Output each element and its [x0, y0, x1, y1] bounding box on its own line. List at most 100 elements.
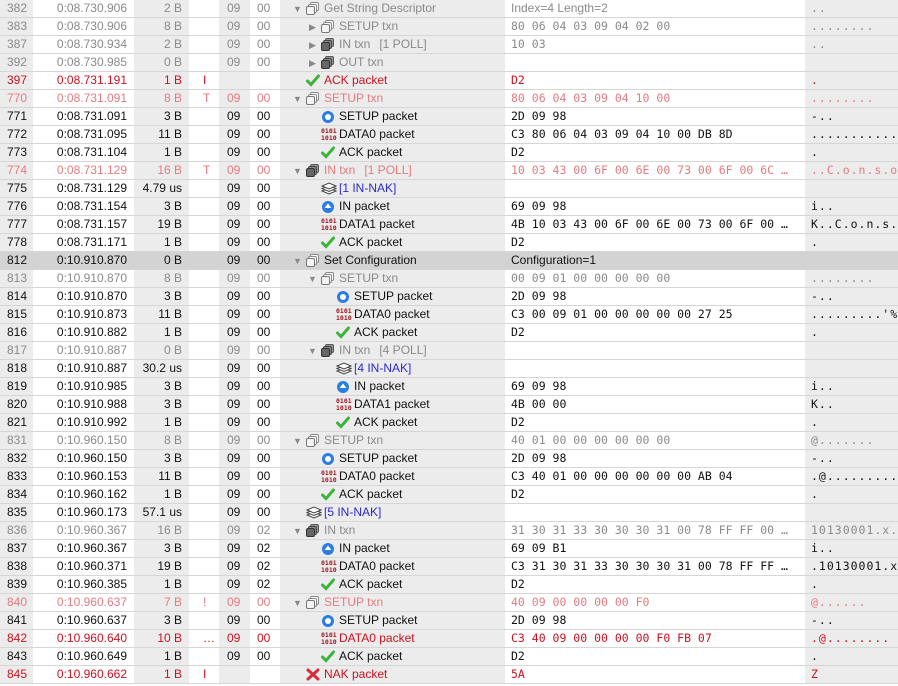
- table-row[interactable]: 813 0:10.910.870 8 B 09 00 ▼ SETUP txn 00…: [0, 270, 898, 288]
- endpoint-cell: 00: [257, 379, 271, 393]
- table-row[interactable]: 820 0:10.910.988 3 B 09 00 0101 1010 DATA1…: [0, 396, 898, 414]
- record-cell: 0101 1010 DATA0 packet: [280, 630, 505, 647]
- data-cell: [505, 360, 805, 377]
- data-cell: 2D 09 98: [511, 109, 567, 123]
- timestamp-cell: 0:10.910.985: [56, 379, 127, 393]
- table-row[interactable]: 818 0:10.910.887 30.2 us 09 00 [4 IN-NAK…: [0, 360, 898, 378]
- table-row[interactable]: 814 0:10.910.870 3 B 09 00 SETUP packet …: [0, 288, 898, 306]
- timestamp-cell: 0:10.910.870: [56, 289, 127, 303]
- flag-cell: [189, 216, 219, 233]
- table-row[interactable]: 772 0:08.731.095 11 B 09 00 0101 1010 DATA…: [0, 126, 898, 144]
- ascii-cell: [805, 342, 898, 359]
- expand-triangle-icon[interactable]: ▶: [309, 40, 316, 50]
- table-row[interactable]: 776 0:08.731.154 3 B 09 00 IN packet 69 …: [0, 198, 898, 216]
- ascii-cell: ..: [805, 0, 898, 17]
- device-cell: 09: [219, 126, 250, 143]
- table-row[interactable]: 383 0:08.730.906 8 B 09 00 ▶ SETUP txn 80…: [0, 18, 898, 36]
- record-cell: SETUP packet: [280, 612, 505, 629]
- device-cell: 09: [219, 630, 250, 647]
- table-row[interactable]: 837 0:10.960.367 3 B 09 02 IN packet 69 …: [0, 540, 898, 558]
- expand-triangle-icon[interactable]: ▶: [309, 22, 316, 32]
- collapse-triangle-icon[interactable]: ▼: [293, 4, 302, 14]
- data-cell: [505, 504, 805, 521]
- record-cell: IN packet: [280, 198, 505, 215]
- table-row[interactable]: 838 0:10.960.371 19 B 09 02 0101 1010 DATA…: [0, 558, 898, 576]
- record-label: Get String Descriptor: [324, 1, 437, 15]
- flag-cell: [189, 378, 219, 395]
- record-label: NAK packet: [324, 667, 388, 681]
- table-row[interactable]: 815 0:10.910.873 11 B 09 00 0101 1010 DATA…: [0, 306, 898, 324]
- ascii-cell: .: [805, 576, 898, 593]
- collapse-triangle-icon[interactable]: ▼: [293, 436, 302, 446]
- ascii-cell: ........: [805, 90, 898, 107]
- table-row[interactable]: 816 0:10.910.882 1 B 09 00 ACK packet D2…: [0, 324, 898, 342]
- endpoint-cell: 00: [257, 19, 271, 33]
- expand-triangle-icon[interactable]: ▶: [309, 58, 316, 68]
- table-row[interactable]: 831 0:10.960.150 8 B 09 00 ▼ SETUP txn 40…: [0, 432, 898, 450]
- timestamp-cell: 0:10.960.637: [56, 613, 127, 627]
- table-row[interactable]: 771 0:08.731.091 3 B 09 00 SETUP packet …: [0, 108, 898, 126]
- index-cell: 833: [0, 468, 33, 485]
- table-row[interactable]: 777 0:08.731.157 19 B 09 00 0101 1010 DATA…: [0, 216, 898, 234]
- table-row[interactable]: 382 0:08.730.906 2 B 09 00 ▼ Get String D…: [0, 0, 898, 18]
- table-row[interactable]: 397 0:08.731.191 1 B I ACK packet D2 .: [0, 72, 898, 90]
- collapse-triangle-icon[interactable]: ▼: [293, 166, 302, 176]
- table-row[interactable]: 812 0:10.910.870 0 B 09 00 ▼ Set Configur…: [0, 252, 898, 270]
- flag-cell: [189, 450, 219, 467]
- timestamp-cell: 0:08.731.129: [56, 181, 127, 195]
- collapse-triangle-icon[interactable]: ▼: [293, 94, 302, 104]
- flag-cell: [189, 558, 219, 575]
- record-label: IN packet: [354, 379, 405, 393]
- record-cell: [4 IN-NAK]: [280, 360, 505, 377]
- table-row[interactable]: 840 0:10.960.637 7 B ! 09 00 ▼ SETUP txn …: [0, 594, 898, 612]
- flag-cell: [189, 198, 219, 215]
- table-row[interactable]: 778 0:08.731.171 1 B 09 00 ACK packet D2…: [0, 234, 898, 252]
- collapse-triangle-icon[interactable]: ▼: [293, 598, 302, 608]
- timestamp-cell: 0:10.910.887: [56, 361, 127, 375]
- table-row[interactable]: 774 0:08.731.129 16 B T 09 00 ▼ IN txn [1 …: [0, 162, 898, 180]
- table-row[interactable]: 821 0:10.910.992 1 B 09 00 ACK packet D2…: [0, 414, 898, 432]
- collapse-triangle-icon[interactable]: ▼: [293, 256, 302, 266]
- table-row[interactable]: 836 0:10.960.367 16 B 09 02 ▼ IN txn 31 3…: [0, 522, 898, 540]
- table-row[interactable]: 834 0:10.960.162 1 B 09 00 ACK packet D2…: [0, 486, 898, 504]
- timestamp-cell: 0:08.731.095: [56, 127, 127, 141]
- table-row[interactable]: 833 0:10.960.153 11 B 09 00 0101 1010 DATA…: [0, 468, 898, 486]
- record-cell: SETUP packet: [280, 450, 505, 467]
- endpoint-cell: 00: [257, 433, 271, 447]
- length-cell: 3 B: [134, 396, 189, 413]
- record-cell: 0101 1010 DATA0 packet: [280, 306, 505, 323]
- table-row[interactable]: 832 0:10.960.150 3 B 09 00 SETUP packet …: [0, 450, 898, 468]
- table-row[interactable]: 817 0:10.910.887 0 B 09 00 ▼ IN txn [4 POL…: [0, 342, 898, 360]
- data-cell: D2: [511, 649, 525, 663]
- table-row[interactable]: 839 0:10.960.385 1 B 09 02 ACK packet D2…: [0, 576, 898, 594]
- device-cell: 09: [219, 288, 250, 305]
- collapse-triangle-icon[interactable]: ▼: [308, 346, 317, 356]
- ack-check-icon: [320, 486, 339, 503]
- data-cell: 80 06 04 03 09 04 10 00: [511, 91, 671, 105]
- record-label: IN txn: [339, 37, 371, 51]
- collapse-triangle-icon[interactable]: ▼: [293, 526, 302, 536]
- table-row[interactable]: 843 0:10.960.649 1 B 09 00 ACK packet D2…: [0, 648, 898, 666]
- table-row[interactable]: 392 0:08.730.985 0 B 09 00 ▶ OUT txn: [0, 54, 898, 72]
- table-row[interactable]: 835 0:10.960.173 57.1 us 09 00 [5 IN-NAK…: [0, 504, 898, 522]
- table-row[interactable]: 775 0:08.731.129 4.79 us 09 00 [1 IN-NAK…: [0, 180, 898, 198]
- record-cell: 0101 1010 DATA1 packet: [280, 216, 505, 233]
- ascii-cell: [805, 54, 898, 71]
- collapse-triangle-icon[interactable]: ▼: [308, 274, 317, 284]
- length-cell: 30.2 us: [134, 360, 189, 377]
- table-row[interactable]: 387 0:08.730.934 2 B 09 00 ▶ IN txn [1 POL…: [0, 36, 898, 54]
- length-cell: 0 B: [134, 54, 189, 71]
- device-cell: 09: [219, 342, 250, 359]
- device-cell: 09: [219, 0, 250, 17]
- index-cell: 814: [0, 288, 33, 305]
- table-row[interactable]: 819 0:10.910.985 3 B 09 00 IN packet 69 …: [0, 378, 898, 396]
- table-row[interactable]: 841 0:10.960.637 3 B 09 00 SETUP packet …: [0, 612, 898, 630]
- length-cell: 1 B: [134, 576, 189, 593]
- index-cell: 812: [0, 252, 33, 269]
- record-label: ACK packet: [339, 487, 403, 501]
- table-row[interactable]: 842 0:10.960.640 10 B … 09 00 0101 1010 DA…: [0, 630, 898, 648]
- table-row[interactable]: 770 0:08.731.091 8 B T 09 00 ▼ SETUP txn …: [0, 90, 898, 108]
- table-row[interactable]: 773 0:08.731.104 1 B 09 00 ACK packet D2…: [0, 144, 898, 162]
- index-cell: 775: [0, 180, 33, 197]
- table-row[interactable]: 845 0:10.960.662 1 B I NAK packet 5A Z: [0, 666, 898, 684]
